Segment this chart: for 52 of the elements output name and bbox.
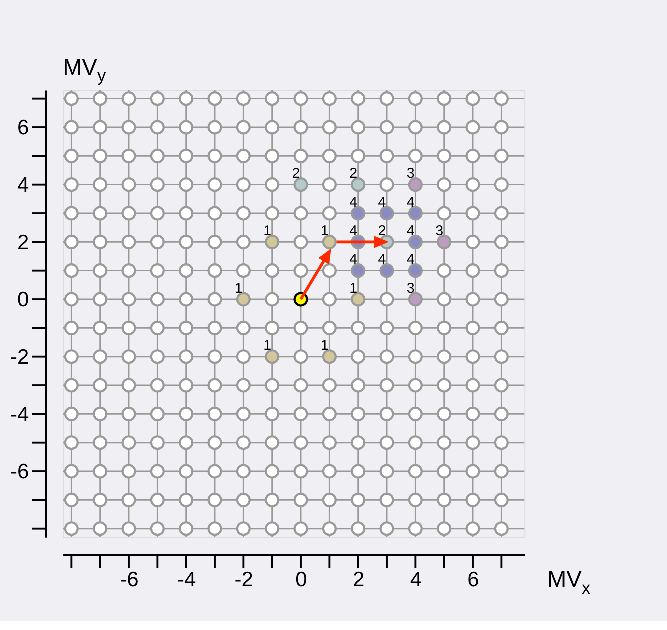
x-tick-label: 0	[296, 568, 308, 592]
y-tick-label: 6	[17, 116, 30, 140]
point	[351, 292, 366, 307]
y-tick-label: -6	[10, 460, 30, 484]
point	[322, 234, 337, 250]
annotation: 4	[406, 194, 415, 211]
annotation: 2	[378, 223, 386, 240]
point	[351, 264, 366, 278]
annotation: 1	[264, 338, 272, 354]
x-tick-label: 4	[410, 568, 422, 592]
annotation: 4	[406, 223, 415, 240]
point	[294, 178, 308, 192]
annotation: 2	[292, 166, 300, 182]
annotation: 1	[320, 338, 329, 354]
annotation: 1	[264, 223, 272, 240]
y-tick-label: 0	[17, 288, 30, 312]
point	[265, 234, 280, 250]
x-tick-label: -4	[177, 568, 196, 592]
point	[437, 234, 452, 250]
annotation: 4	[406, 252, 415, 268]
annotation: 4	[350, 223, 358, 240]
annotation: 4	[378, 194, 386, 211]
annotation: 3	[406, 280, 415, 297]
annotation: 4	[378, 252, 386, 268]
annotation: 3	[436, 223, 444, 240]
point	[408, 206, 423, 221]
point	[408, 234, 423, 250]
point	[380, 206, 394, 221]
y-tick-label: -2	[10, 346, 30, 370]
annotation: 4	[350, 252, 358, 268]
x-tick-label: -6	[120, 568, 139, 592]
y-tick-label: 2	[17, 231, 30, 254]
point	[322, 350, 337, 364]
point	[265, 350, 280, 364]
point	[408, 264, 423, 278]
point	[351, 178, 366, 192]
y-tick-label: -4	[10, 403, 30, 426]
y-tick-label: 4	[17, 174, 30, 198]
annotation: 1	[350, 280, 358, 297]
annotation: 2	[350, 166, 358, 182]
annotation: 4	[350, 194, 358, 211]
x-tick-label: 6	[468, 568, 480, 592]
annotation: 1	[234, 280, 243, 297]
point	[236, 292, 251, 307]
point	[408, 178, 423, 192]
annotation: 3	[406, 166, 415, 182]
point	[408, 292, 423, 307]
x-tick-label: 2	[352, 568, 365, 592]
point	[351, 206, 366, 221]
annotation: 1	[320, 223, 329, 240]
x-tick-label: -2	[234, 568, 254, 592]
point	[380, 264, 394, 278]
